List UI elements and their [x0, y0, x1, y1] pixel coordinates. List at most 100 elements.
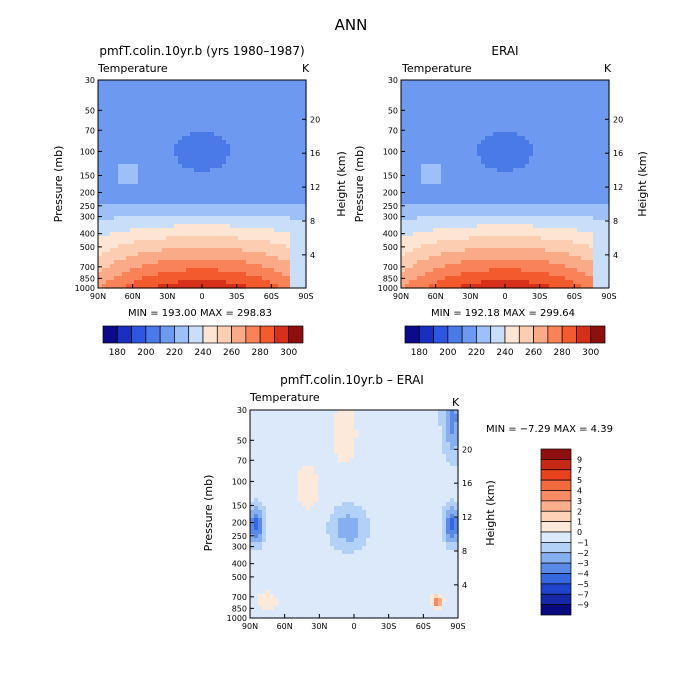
field-cell — [158, 204, 163, 209]
field-cell — [302, 188, 307, 193]
field-cell — [170, 276, 175, 281]
field-cell — [106, 120, 111, 125]
field-cell — [517, 272, 522, 277]
field-cell — [298, 168, 303, 173]
field-cell — [561, 132, 566, 137]
field-cell — [226, 212, 231, 217]
field-cell — [557, 284, 562, 289]
field-cell — [258, 224, 263, 229]
field-cell — [513, 136, 518, 141]
field-cell — [565, 104, 570, 109]
field-cell — [242, 92, 247, 97]
field-cell — [509, 236, 514, 241]
field-cell — [525, 140, 530, 145]
field-cell — [238, 132, 243, 137]
field-cell — [258, 92, 263, 97]
field-cell — [493, 256, 498, 261]
field-cell — [258, 252, 263, 257]
field-cell — [497, 224, 502, 229]
field-cell — [102, 168, 107, 173]
field-cell — [537, 80, 542, 85]
field-cell — [453, 116, 458, 121]
units-label: K — [302, 62, 310, 75]
field-cell — [122, 140, 127, 145]
field-cell — [517, 84, 522, 89]
field-cell — [130, 96, 135, 101]
field-cell — [134, 120, 139, 125]
field-cell — [234, 272, 239, 277]
field-cell — [505, 172, 510, 177]
field-cell — [270, 80, 275, 85]
field-cell — [246, 204, 251, 209]
field-cell — [150, 116, 155, 121]
field-cell — [290, 256, 295, 261]
field-cell — [170, 200, 175, 205]
field-cell — [421, 200, 426, 205]
field-cell — [274, 224, 279, 229]
field-cell — [549, 216, 554, 221]
field-cell — [441, 252, 446, 257]
field-cell — [282, 264, 287, 269]
field-cell — [409, 228, 414, 233]
field-cell — [445, 140, 450, 145]
field-cell — [525, 256, 530, 261]
field-cell — [457, 232, 462, 237]
field-cell — [401, 144, 406, 149]
field-cell — [110, 124, 115, 129]
field-cell — [254, 160, 259, 165]
field-cell — [541, 184, 546, 189]
field-cell — [182, 124, 187, 129]
field-cell — [226, 220, 231, 225]
field-cell — [469, 256, 474, 261]
field-cell — [537, 180, 542, 185]
field-cell — [541, 152, 546, 157]
field-cell — [541, 148, 546, 153]
field-cell — [250, 240, 255, 245]
field-cell — [525, 144, 530, 149]
field-cell — [561, 80, 566, 85]
field-cell — [453, 232, 458, 237]
field-cell — [146, 268, 151, 273]
field-cell — [214, 92, 219, 97]
field-cell — [497, 184, 502, 189]
field-cell — [126, 132, 131, 137]
field-cell — [206, 244, 211, 249]
field-cell — [134, 268, 139, 273]
field-cell — [409, 216, 414, 221]
field-cell — [142, 236, 147, 241]
field-cell — [162, 256, 167, 261]
field-cell — [166, 284, 171, 289]
field-cell — [138, 280, 143, 285]
field-cell — [569, 152, 574, 157]
field-cell — [262, 260, 267, 265]
field-cell — [437, 152, 442, 157]
field-cell — [246, 188, 251, 193]
field-cell — [166, 276, 171, 281]
field-cell — [242, 284, 247, 289]
colorbar-swatch — [216, 325, 232, 344]
field-cell — [274, 136, 279, 141]
field-cell — [162, 252, 167, 257]
field-cell — [122, 204, 127, 209]
field-cell — [437, 124, 442, 129]
field-cell — [182, 152, 187, 157]
field-cell — [433, 272, 438, 277]
field-cell — [234, 200, 239, 205]
field-cell — [166, 168, 171, 173]
field-cell — [190, 200, 195, 205]
field-cell — [250, 224, 255, 229]
field-cell — [473, 240, 478, 245]
field-cell — [441, 216, 446, 221]
field-cell — [413, 280, 418, 285]
field-cell — [170, 224, 175, 229]
field-cell — [477, 268, 482, 273]
y-tick-label: 400 — [80, 230, 95, 239]
field-cell — [190, 124, 195, 129]
field-cell — [457, 180, 462, 185]
field-cell — [102, 248, 107, 253]
field-cell — [174, 200, 179, 205]
field-cell — [206, 148, 211, 153]
field-cell — [154, 168, 159, 173]
field-cell — [405, 140, 410, 145]
field-cell — [210, 112, 215, 117]
